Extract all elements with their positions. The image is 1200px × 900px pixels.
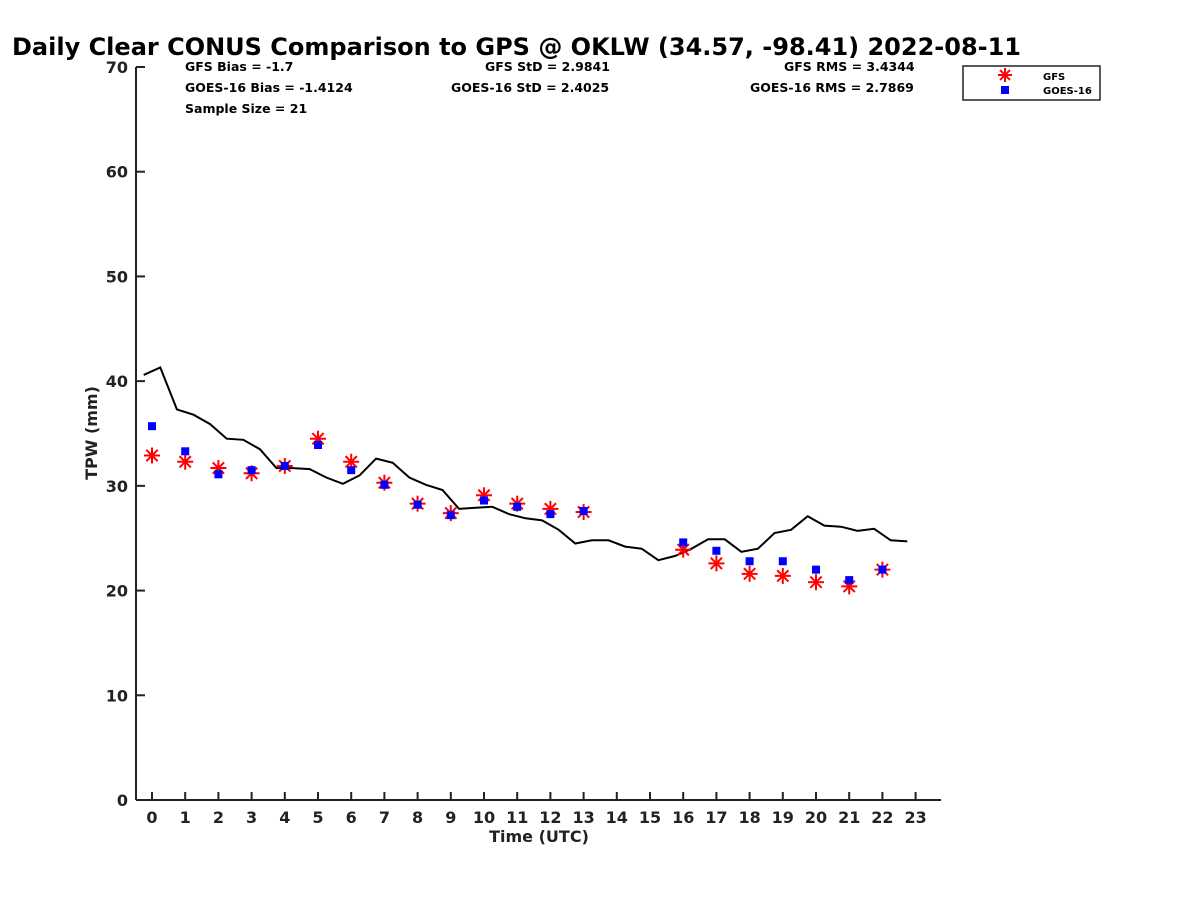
x-tick-label: 5 bbox=[312, 808, 323, 827]
y-tick-label: 0 bbox=[117, 791, 128, 810]
x-tick-label: 4 bbox=[279, 808, 290, 827]
goes-16-point bbox=[546, 510, 555, 519]
x-tick-label: 8 bbox=[412, 808, 423, 827]
goes-16-point bbox=[778, 557, 787, 566]
x-tick-label: 11 bbox=[506, 808, 528, 827]
goes-bias-label: GOES-16 Bias = -1.4124 bbox=[185, 80, 353, 95]
gfs-bias-label: GFS Bias = -1.7 bbox=[185, 59, 293, 74]
x-tick-label: 6 bbox=[346, 808, 357, 827]
goes-16-point bbox=[380, 480, 389, 489]
y-tick-label: 30 bbox=[106, 477, 128, 496]
legend-goes-label: GOES-16 bbox=[1043, 86, 1092, 97]
y-tick-label: 10 bbox=[106, 686, 128, 705]
legend-box bbox=[962, 65, 1101, 101]
y-tick-label: 50 bbox=[106, 267, 128, 286]
goes-16-point bbox=[280, 461, 289, 470]
gfs-point bbox=[177, 453, 194, 470]
x-tick-label: 19 bbox=[772, 808, 794, 827]
x-tick-label: 1 bbox=[180, 808, 191, 827]
y-tick-label: 60 bbox=[106, 163, 128, 182]
goes-16-point bbox=[878, 565, 887, 574]
gfs-point bbox=[144, 447, 160, 464]
legend: GFS GOES-16 bbox=[962, 65, 1101, 101]
x-tick-label: 2 bbox=[213, 808, 224, 827]
x-tick-label: 18 bbox=[738, 808, 760, 827]
goes-16-point bbox=[214, 470, 223, 479]
x-tick-label: 3 bbox=[246, 808, 257, 827]
y-tick-label: 40 bbox=[106, 372, 128, 391]
legend-goes-square-icon bbox=[1001, 86, 1009, 94]
x-tick-label: 22 bbox=[871, 808, 893, 827]
goes-16-point bbox=[712, 546, 721, 555]
goes-16-point bbox=[148, 422, 156, 431]
y-ticks: 0 10 20 30 40 50 60 70 bbox=[106, 58, 145, 810]
legend-gfs-label: GFS bbox=[1043, 72, 1065, 83]
gfs-point bbox=[808, 574, 824, 591]
gfs-point bbox=[708, 555, 725, 572]
sample-size-label: Sample Size = 21 bbox=[185, 101, 307, 116]
x-tick-label: 12 bbox=[539, 808, 561, 827]
legend-gfs-asterisk-icon bbox=[998, 68, 1012, 82]
goes-16-point bbox=[347, 466, 356, 475]
goes-rms-label: GOES-16 RMS = 2.7869 bbox=[750, 80, 914, 95]
x-tick-label: 9 bbox=[445, 808, 456, 827]
goes-16-point bbox=[480, 496, 488, 505]
goes-16-point bbox=[679, 538, 688, 547]
plot-area bbox=[143, 366, 908, 595]
gfs-point bbox=[343, 453, 360, 470]
goes-16-point bbox=[513, 502, 522, 511]
goes-std-label: GOES-16 StD = 2.4025 bbox=[451, 80, 609, 95]
x-tick-label: 20 bbox=[805, 808, 827, 827]
goes-16-point bbox=[247, 466, 256, 475]
goes-16-point bbox=[181, 447, 190, 456]
gfs-point bbox=[741, 565, 758, 582]
x-tick-label: 21 bbox=[838, 808, 860, 827]
x-tick-label: 13 bbox=[572, 808, 594, 827]
x-tick-label: 17 bbox=[705, 808, 727, 827]
gfs-rms-label: GFS RMS = 3.4344 bbox=[784, 59, 915, 74]
x-tick-label: 16 bbox=[672, 808, 694, 827]
goes-16-point bbox=[579, 506, 588, 515]
goes-16-point bbox=[845, 576, 854, 585]
chart-title: Daily Clear CONUS Comparison to GPS @ OK… bbox=[12, 33, 1021, 61]
x-tick-label: 10 bbox=[473, 808, 495, 827]
goes-16-point bbox=[812, 565, 820, 574]
goes-16-point bbox=[745, 557, 754, 566]
x-tick-label: 0 bbox=[146, 808, 157, 827]
y-tick-label: 20 bbox=[106, 582, 128, 601]
x-ticks: 0 1 2 3 4 5 6 7 8 9 10 11 12 13 14 15 16 17 18 19 20 21 22 23 bbox=[146, 792, 927, 827]
goes-16-point bbox=[446, 511, 455, 520]
x-axis-label: Time (UTC) bbox=[489, 827, 589, 846]
goes-16-point bbox=[413, 500, 422, 509]
gfs-point bbox=[774, 567, 791, 584]
gfs-std-label: GFS StD = 2.9841 bbox=[485, 59, 610, 74]
x-tick-label: 23 bbox=[904, 808, 926, 827]
gps-line bbox=[143, 366, 908, 562]
x-tick-label: 15 bbox=[639, 808, 661, 827]
y-tick-label: 70 bbox=[106, 58, 128, 77]
goes-16-point bbox=[314, 441, 322, 450]
x-tick-label: 7 bbox=[379, 808, 390, 827]
y-axis-label: TPW (mm) bbox=[82, 386, 101, 480]
legend-gfs-asterisk-glyph bbox=[998, 68, 1012, 82]
x-tick-label: 14 bbox=[606, 808, 628, 827]
